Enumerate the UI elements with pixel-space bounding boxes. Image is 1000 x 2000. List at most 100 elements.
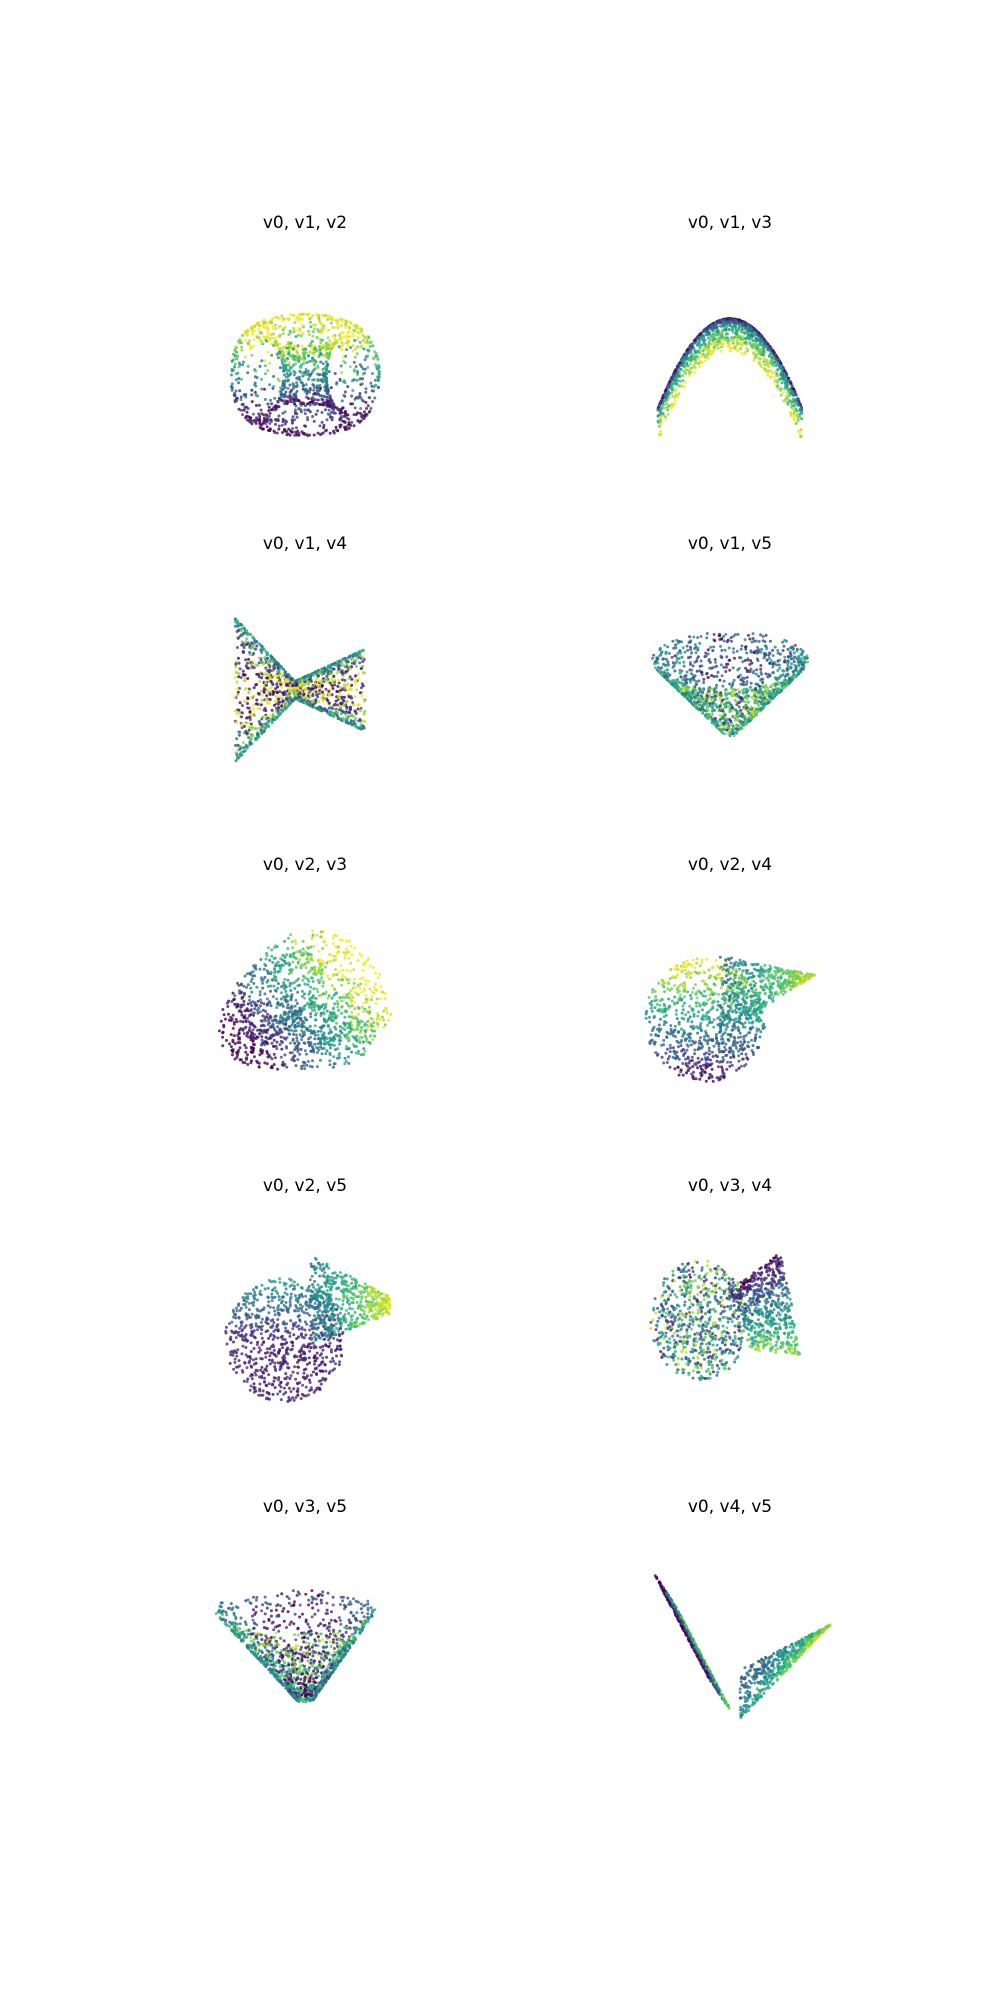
scatter-point: [354, 659, 358, 662]
scatter-point: [275, 682, 279, 686]
scatter-point: [282, 691, 286, 695]
scatter-point: [779, 393, 783, 397]
scatter-point: [302, 675, 306, 679]
scatter-point: [282, 357, 285, 361]
scatter-point: [732, 708, 736, 711]
scatter-point: [256, 418, 260, 421]
scatter-point: [339, 336, 343, 340]
scatter-point: [314, 678, 318, 682]
scatter-point: [234, 354, 238, 358]
scatter-point: [237, 381, 241, 385]
scatter-point: [773, 645, 777, 649]
scatter-point: [242, 746, 246, 750]
scatter-point: [733, 335, 737, 339]
scatter-point: [690, 668, 694, 672]
scatter-point: [346, 344, 350, 348]
scatter-point: [257, 642, 261, 646]
scatter-point: [234, 662, 238, 666]
scatter-point: [332, 431, 336, 435]
scatter-point: [664, 657, 668, 661]
scatter-point: [722, 679, 726, 683]
scatter-point: [721, 335, 725, 339]
scatter-point: [268, 383, 272, 387]
scatter-point: [288, 373, 292, 377]
scatter-point: [731, 666, 735, 670]
scatter-point: [754, 355, 758, 358]
scatter-point: [767, 354, 771, 358]
scatter-point: [722, 727, 726, 731]
scatter-point: [246, 677, 250, 680]
scatter-point: [285, 379, 289, 383]
scatter-point: [240, 377, 243, 381]
scatter-point: [704, 654, 708, 658]
scatter-point: [705, 671, 709, 675]
scatter-point: [266, 652, 270, 656]
scatter-point: [282, 667, 286, 671]
scatter-point: [679, 367, 683, 371]
scatter-point: [283, 429, 287, 433]
scatter-point: [672, 646, 676, 650]
scatter-point: [270, 721, 274, 725]
scatter-point: [303, 351, 306, 355]
scatter-point: [280, 423, 284, 427]
scatter-point: [698, 365, 702, 368]
scatter-point: [377, 378, 381, 382]
scatter-point: [354, 413, 358, 416]
scatter-point: [724, 327, 728, 331]
scatter-point: [719, 349, 723, 353]
scatter-point: [241, 333, 245, 337]
scatter-point: [734, 324, 738, 327]
scatter-point: [236, 708, 240, 712]
scatter-point: [660, 650, 664, 654]
scatter-point: [265, 689, 268, 693]
scatter-point: [737, 701, 741, 705]
scatter-point: [286, 672, 290, 676]
scatter-point: [269, 398, 272, 402]
scatter-point: [771, 648, 775, 652]
scatter-point: [347, 421, 351, 424]
scatter-point: [316, 398, 320, 402]
scatter-point: [331, 687, 335, 690]
scatter-point: [296, 313, 300, 317]
scatter-point: [364, 355, 368, 359]
scatter-point: [692, 371, 696, 374]
scatter-point: [765, 647, 769, 651]
scatter-point: [299, 684, 303, 688]
scatter-point: [365, 412, 369, 416]
scatter-point: [335, 660, 339, 664]
scatter-point: [233, 362, 237, 366]
scatter-point: [794, 664, 798, 668]
scatter-point: [266, 721, 270, 725]
scatter-point: [761, 345, 765, 349]
scatter-point: [757, 704, 761, 708]
scatter-point: [233, 624, 237, 628]
scatter-point: [746, 657, 750, 661]
scatter-point: [289, 346, 293, 350]
scatter-point: [741, 322, 745, 326]
scatter-point: [280, 696, 284, 700]
scatter-point: [658, 403, 662, 407]
scatter-point: [658, 434, 662, 437]
scatter-point: [256, 707, 260, 711]
scatter-point: [251, 412, 255, 416]
scatter-point: [746, 633, 750, 637]
scatter-point: [255, 376, 259, 380]
scatter-point: [798, 432, 802, 436]
scatter-point: [264, 335, 268, 339]
scatter-point: [239, 628, 243, 632]
scatter-point: [316, 671, 320, 675]
scatter-point: [297, 359, 301, 363]
scatter-point: [307, 369, 310, 373]
scatter-point: [719, 691, 723, 695]
scatter-point: [796, 656, 800, 660]
scatter-point: [354, 396, 358, 400]
scatter-point: [244, 658, 248, 662]
scatter-point: [745, 690, 748, 694]
scatter-point: [339, 347, 343, 351]
scatter-point: [256, 664, 260, 667]
scatter-point: [304, 383, 308, 387]
scatter-point: [351, 349, 355, 353]
scatter-point: [292, 386, 295, 390]
scatter-point: [720, 674, 724, 678]
scatter-point: [743, 659, 747, 662]
